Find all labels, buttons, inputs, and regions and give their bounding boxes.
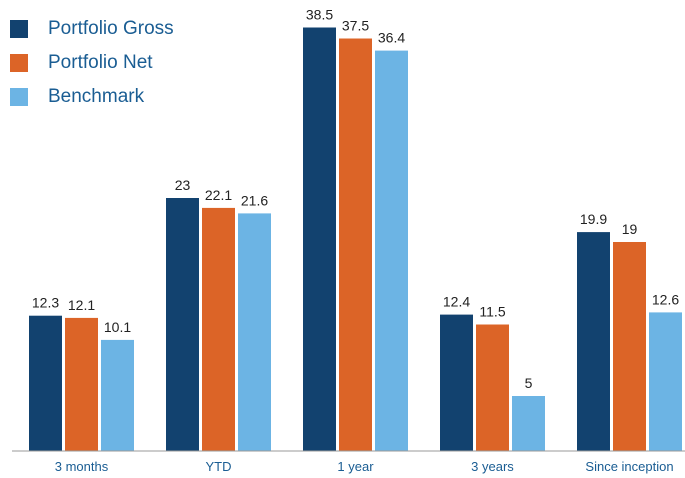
x-tick-label-1: YTD bbox=[206, 459, 232, 474]
bar-2-1 bbox=[339, 38, 372, 451]
bar-value-label-2-0: 38.5 bbox=[306, 7, 333, 23]
legend-label-portfolio-net: Portfolio Net bbox=[48, 52, 153, 73]
bar-value-label-2-2: 36.4 bbox=[378, 30, 405, 46]
bars-group bbox=[29, 27, 682, 451]
x-tick-labels-group: 3 months YTD 1 year 3 years Since inception bbox=[55, 459, 674, 474]
x-tick-label-4: Since inception bbox=[585, 459, 673, 474]
bar-value-label-0-0: 12.3 bbox=[32, 295, 59, 311]
legend-swatch-benchmark bbox=[10, 88, 28, 106]
bar-value-label-0-2: 10.1 bbox=[104, 319, 131, 335]
legend-item-portfolio-net: Portfolio Net bbox=[10, 46, 174, 80]
bar-4-0 bbox=[577, 232, 610, 451]
bar-value-label-4-0: 19.9 bbox=[580, 211, 607, 227]
legend-item-portfolio-gross: Portfolio Gross bbox=[10, 12, 174, 46]
bar-value-label-4-1: 19 bbox=[622, 221, 638, 237]
bar-value-label-1-1: 22.1 bbox=[205, 187, 232, 203]
bar-value-label-2-1: 37.5 bbox=[342, 18, 369, 34]
bar-3-1 bbox=[476, 324, 509, 451]
legend-swatch-portfolio-gross bbox=[10, 20, 28, 38]
bar-1-0 bbox=[166, 198, 199, 451]
bar-3-0 bbox=[440, 314, 473, 451]
bar-value-label-4-2: 12.6 bbox=[652, 291, 679, 307]
bar-labels-group: 12.3 12.1 10.1 23 22.1 21.6 38.5 37.5 36.4 12.4 11… bbox=[32, 7, 679, 392]
bar-4-1 bbox=[613, 242, 646, 451]
bar-0-1 bbox=[65, 317, 98, 451]
bar-2-2 bbox=[375, 50, 408, 451]
bar-2-0 bbox=[303, 27, 336, 451]
bar-0-0 bbox=[29, 315, 62, 451]
x-tick-label-0: 3 months bbox=[55, 459, 109, 474]
bar-value-label-3-1: 11.5 bbox=[479, 304, 505, 320]
legend-swatch-portfolio-net bbox=[10, 54, 28, 72]
bar-value-label-3-0: 12.4 bbox=[443, 294, 470, 310]
bar-value-label-1-2: 21.6 bbox=[241, 192, 268, 208]
legend-item-benchmark: Benchmark bbox=[10, 80, 174, 114]
bar-value-label-3-2: 5 bbox=[525, 375, 533, 391]
x-tick-label-3: 3 years bbox=[471, 459, 514, 474]
bar-3-2 bbox=[512, 396, 545, 451]
bar-4-2 bbox=[649, 312, 682, 451]
bar-1-1 bbox=[202, 207, 235, 451]
x-tick-label-2: 1 year bbox=[337, 459, 374, 474]
bar-value-label-1-0: 23 bbox=[175, 177, 191, 193]
legend-label-benchmark: Benchmark bbox=[48, 86, 145, 107]
bar-1-2 bbox=[238, 213, 271, 451]
legend-label-portfolio-gross: Portfolio Gross bbox=[48, 18, 174, 39]
legend: Portfolio Gross Portfolio Net Benchmark bbox=[10, 12, 174, 114]
bar-0-2 bbox=[101, 339, 134, 451]
bar-value-label-0-1: 12.1 bbox=[68, 297, 95, 313]
